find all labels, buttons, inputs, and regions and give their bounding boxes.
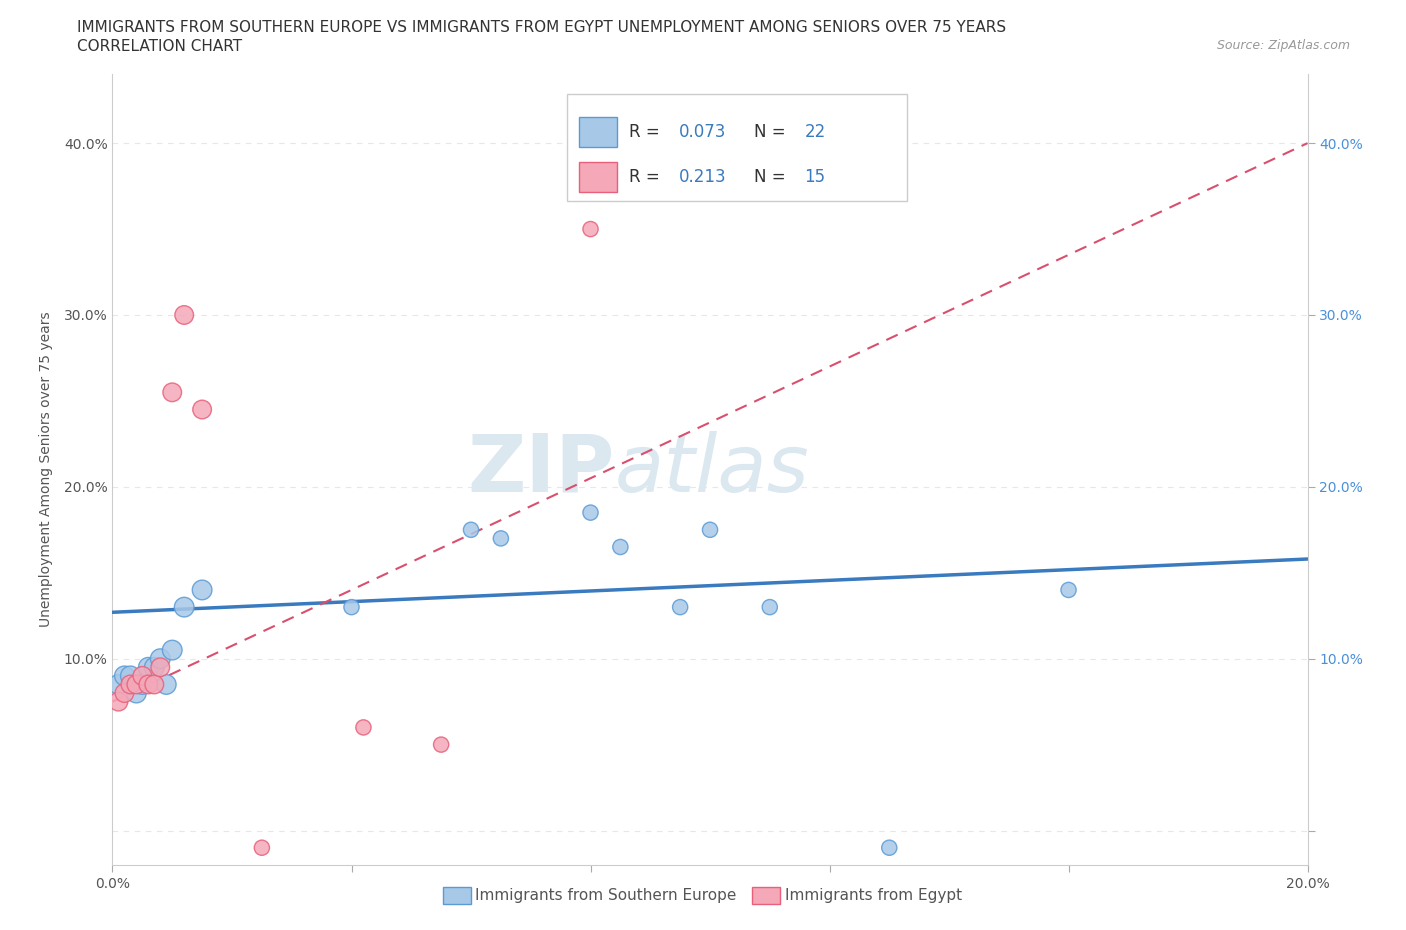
Point	[609, 539, 631, 554]
Text: R =: R =	[628, 168, 671, 186]
Text: N =: N =	[754, 168, 792, 186]
Point	[114, 669, 135, 684]
Text: 0.073: 0.073	[679, 123, 727, 141]
Text: IMMIGRANTS FROM SOUTHERN EUROPE VS IMMIGRANTS FROM EGYPT UNEMPLOYMENT AMONG SENI: IMMIGRANTS FROM SOUTHERN EUROPE VS IMMIG…	[77, 20, 1007, 35]
Point	[120, 677, 142, 692]
Point	[669, 600, 692, 615]
Point	[125, 677, 148, 692]
Point	[879, 841, 901, 856]
Point	[340, 600, 363, 615]
Point	[489, 531, 512, 546]
Point	[162, 643, 183, 658]
Point	[430, 737, 453, 752]
Point	[579, 221, 602, 236]
FancyBboxPatch shape	[567, 94, 907, 201]
Point	[107, 677, 129, 692]
Point	[138, 660, 160, 675]
Point	[155, 677, 177, 692]
Text: 0.213: 0.213	[679, 168, 727, 186]
FancyBboxPatch shape	[579, 117, 617, 147]
Point	[143, 660, 166, 675]
Point	[131, 677, 153, 692]
Point	[191, 582, 214, 597]
Point	[250, 841, 273, 856]
Point	[120, 669, 142, 684]
Point	[125, 685, 148, 700]
Text: ZIP: ZIP	[467, 431, 614, 509]
Point	[114, 685, 135, 700]
Y-axis label: Unemployment Among Seniors over 75 years: Unemployment Among Seniors over 75 years	[38, 312, 52, 628]
Text: CORRELATION CHART: CORRELATION CHART	[77, 39, 242, 54]
FancyBboxPatch shape	[579, 162, 617, 193]
Point	[460, 523, 482, 538]
Point	[149, 660, 172, 675]
Text: Immigrants from Egypt: Immigrants from Egypt	[785, 888, 962, 903]
Point	[579, 505, 602, 520]
Point	[759, 600, 782, 615]
Text: Source: ZipAtlas.com: Source: ZipAtlas.com	[1216, 39, 1350, 52]
Point	[138, 677, 160, 692]
Text: 22: 22	[804, 123, 825, 141]
Text: atlas: atlas	[614, 431, 810, 509]
Point	[173, 600, 195, 615]
Point	[1057, 582, 1080, 597]
Point	[162, 385, 183, 400]
Point	[353, 720, 375, 735]
Point	[107, 694, 129, 709]
Point	[173, 308, 195, 323]
Point	[131, 669, 153, 684]
Text: Immigrants from Southern Europe: Immigrants from Southern Europe	[475, 888, 737, 903]
Point	[191, 402, 214, 417]
Text: N =: N =	[754, 123, 792, 141]
Point	[699, 523, 721, 538]
Text: R =: R =	[628, 123, 665, 141]
Text: 15: 15	[804, 168, 825, 186]
Point	[143, 677, 166, 692]
Point	[149, 651, 172, 666]
